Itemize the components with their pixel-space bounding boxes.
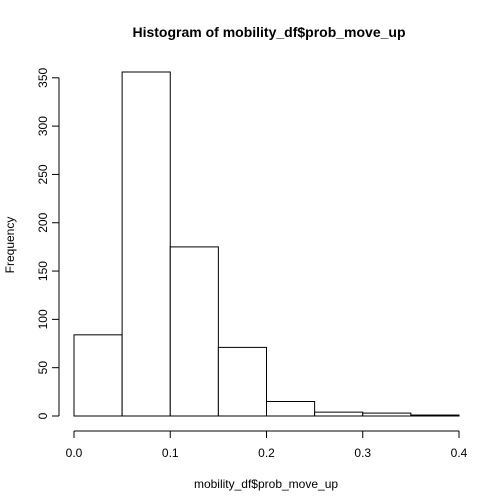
y-tick-label: 250 (36, 164, 50, 184)
y-tick-label: 0 (36, 412, 50, 419)
histogram-bar (362, 412, 412, 417)
y-tick-label: 200 (36, 212, 50, 232)
y-tick-label: 50 (36, 361, 50, 375)
y-axis-label: Frequency (3, 217, 17, 274)
y-tick-label: 350 (36, 67, 50, 87)
histogram-bar (314, 411, 364, 417)
histogram-bar (410, 414, 460, 417)
x-tick-label: 0.0 (66, 446, 83, 460)
histogram-bar (266, 401, 316, 417)
y-tick-label: 150 (36, 261, 50, 281)
histogram-bar (217, 346, 267, 417)
y-axis: 0 50 100 150 200 250 300 350 (36, 67, 60, 419)
x-tick-label: 0.3 (354, 446, 371, 460)
y-tick-label: 300 (36, 116, 50, 136)
histogram-bar (169, 246, 219, 417)
x-tick-label: 0.2 (258, 446, 275, 460)
histogram-bars (73, 71, 460, 417)
chart-title: Histogram of mobility_df$prob_move_up (132, 24, 405, 40)
histogram-bar (121, 71, 171, 417)
x-tick-label: 0.1 (162, 446, 179, 460)
x-axis-label: mobility_df$prob_move_up (194, 477, 338, 491)
y-tick-label: 100 (36, 309, 50, 329)
histogram-bar (73, 334, 123, 417)
x-tick-label: 0.4 (451, 446, 468, 460)
x-axis: 0.0 0.1 0.2 0.3 0.4 (66, 430, 468, 460)
